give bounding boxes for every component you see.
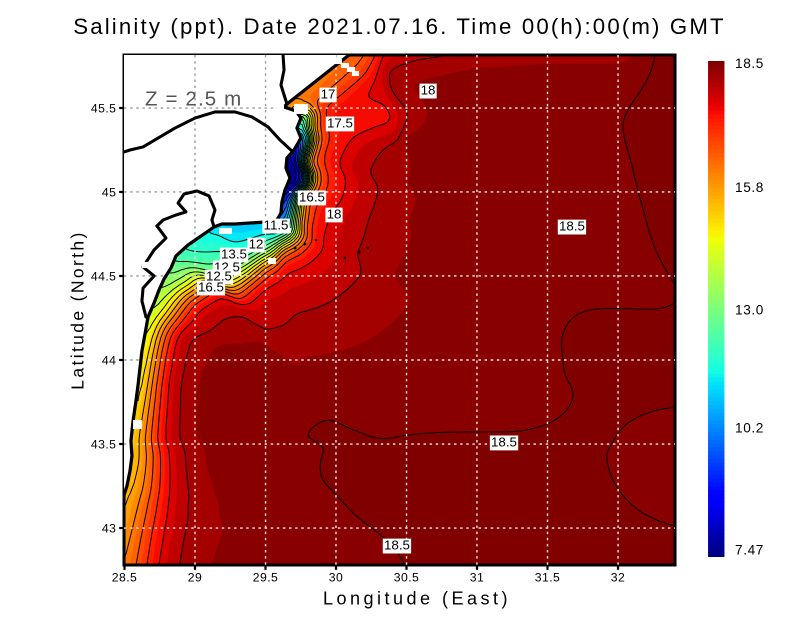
svg-text:Z = 2.5 m: Z = 2.5 m — [145, 87, 242, 110]
svg-text:12: 12 — [249, 236, 264, 251]
svg-text:18.5: 18.5 — [559, 218, 585, 233]
svg-text:17.5: 17.5 — [327, 115, 353, 130]
svg-text:30.5: 30.5 — [394, 570, 419, 584]
svg-text:17: 17 — [321, 86, 336, 101]
svg-text:18.5: 18.5 — [491, 434, 517, 449]
svg-text:31: 31 — [470, 570, 484, 584]
svg-text:44: 44 — [102, 353, 116, 367]
svg-text:12.5: 12.5 — [206, 268, 232, 283]
svg-text:45: 45 — [102, 185, 116, 199]
svg-text:18: 18 — [421, 82, 436, 97]
svg-text:13.5: 13.5 — [221, 246, 247, 261]
svg-text:13.0: 13.0 — [735, 302, 764, 317]
svg-text:31.5: 31.5 — [535, 570, 560, 584]
svg-text:44.5: 44.5 — [91, 269, 116, 283]
svg-text:Latitude (North): Latitude (North) — [67, 230, 87, 389]
svg-text:16.5: 16.5 — [198, 279, 224, 294]
svg-text:32: 32 — [611, 570, 625, 584]
svg-text:28.5: 28.5 — [112, 570, 137, 584]
svg-text:15.8: 15.8 — [735, 180, 764, 195]
svg-text:10.2: 10.2 — [735, 420, 764, 435]
svg-text:45.5: 45.5 — [91, 101, 116, 115]
svg-text:29.5: 29.5 — [253, 570, 278, 584]
svg-text:43: 43 — [102, 521, 116, 535]
svg-text:43.5: 43.5 — [91, 437, 116, 451]
svg-text:11.5: 11.5 — [264, 217, 289, 232]
svg-text:Longitude (East): Longitude (East) — [323, 589, 511, 609]
svg-text:Salinity (ppt). Date 2021.07.1: Salinity (ppt). Date 2021.07.16. Time 00… — [73, 14, 726, 39]
svg-text:16.5: 16.5 — [299, 189, 325, 204]
svg-text:30: 30 — [329, 570, 343, 584]
svg-text:18.5: 18.5 — [384, 537, 410, 552]
svg-text:18.5: 18.5 — [735, 56, 764, 71]
svg-text:18: 18 — [327, 206, 342, 221]
svg-text:29: 29 — [188, 570, 202, 584]
svg-text:7.47: 7.47 — [735, 543, 764, 558]
